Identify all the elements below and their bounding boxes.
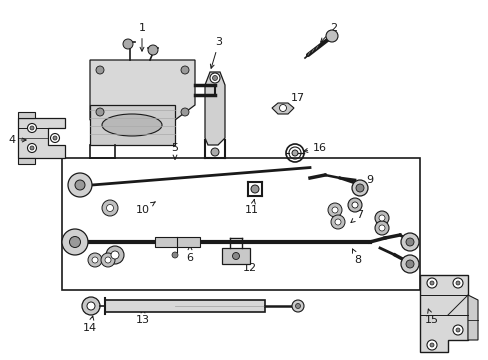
Text: 13: 13 xyxy=(136,309,150,325)
Text: 12: 12 xyxy=(236,258,257,273)
Text: 2: 2 xyxy=(320,23,337,42)
Bar xyxy=(62,158,419,290)
Polygon shape xyxy=(204,72,224,145)
Circle shape xyxy=(53,136,57,140)
Bar xyxy=(105,300,264,312)
Circle shape xyxy=(452,325,462,335)
Circle shape xyxy=(452,278,462,288)
Text: 7: 7 xyxy=(350,210,363,222)
Circle shape xyxy=(75,180,85,190)
Circle shape xyxy=(27,144,37,153)
Circle shape xyxy=(50,134,60,143)
Circle shape xyxy=(327,203,341,217)
Text: 8: 8 xyxy=(352,249,361,265)
Circle shape xyxy=(330,215,345,229)
Bar xyxy=(222,248,249,264)
Circle shape xyxy=(355,184,363,192)
Circle shape xyxy=(295,303,300,309)
Circle shape xyxy=(102,200,118,216)
Circle shape xyxy=(101,253,115,267)
Circle shape xyxy=(455,281,459,285)
Circle shape xyxy=(172,252,178,258)
Text: 11: 11 xyxy=(244,199,259,215)
Circle shape xyxy=(96,66,104,74)
Ellipse shape xyxy=(102,114,162,136)
Circle shape xyxy=(334,219,340,225)
Circle shape xyxy=(82,297,100,315)
Circle shape xyxy=(351,202,357,208)
Circle shape xyxy=(426,278,436,288)
Circle shape xyxy=(106,204,113,212)
Text: 5: 5 xyxy=(171,143,178,159)
Circle shape xyxy=(148,45,158,55)
Circle shape xyxy=(181,108,189,116)
Text: 4: 4 xyxy=(8,135,26,145)
Circle shape xyxy=(96,108,104,116)
Circle shape xyxy=(88,253,102,267)
Polygon shape xyxy=(271,103,293,114)
Circle shape xyxy=(325,30,337,42)
Circle shape xyxy=(62,229,88,255)
Circle shape xyxy=(291,300,304,312)
Circle shape xyxy=(374,221,388,235)
Polygon shape xyxy=(419,275,467,352)
Circle shape xyxy=(429,343,433,347)
Circle shape xyxy=(123,39,133,49)
Circle shape xyxy=(400,255,418,273)
Circle shape xyxy=(250,185,259,193)
Circle shape xyxy=(181,66,189,74)
Circle shape xyxy=(212,76,217,81)
Circle shape xyxy=(347,198,361,212)
Text: 9: 9 xyxy=(359,175,373,185)
Circle shape xyxy=(30,146,34,150)
Circle shape xyxy=(378,215,384,221)
Text: 17: 17 xyxy=(285,93,305,108)
Text: 14: 14 xyxy=(83,316,97,333)
Circle shape xyxy=(455,328,459,332)
Circle shape xyxy=(331,207,337,213)
Polygon shape xyxy=(90,60,195,120)
Text: 15: 15 xyxy=(424,309,438,325)
Circle shape xyxy=(27,123,37,132)
Polygon shape xyxy=(18,118,65,158)
Circle shape xyxy=(232,252,239,260)
Circle shape xyxy=(405,260,413,268)
Text: 10: 10 xyxy=(136,202,155,215)
Circle shape xyxy=(68,173,92,197)
Text: 6: 6 xyxy=(186,246,193,263)
Text: 1: 1 xyxy=(138,23,145,51)
Circle shape xyxy=(87,302,95,310)
Polygon shape xyxy=(90,105,175,145)
Circle shape xyxy=(279,104,286,112)
Circle shape xyxy=(69,237,81,248)
Circle shape xyxy=(374,211,388,225)
Polygon shape xyxy=(18,158,35,164)
Circle shape xyxy=(106,246,124,264)
Circle shape xyxy=(351,180,367,196)
Circle shape xyxy=(426,340,436,350)
Text: 16: 16 xyxy=(303,143,326,153)
Polygon shape xyxy=(18,112,35,118)
Circle shape xyxy=(30,126,34,130)
Text: 3: 3 xyxy=(210,37,222,68)
Circle shape xyxy=(210,148,219,156)
Circle shape xyxy=(105,257,111,263)
Circle shape xyxy=(111,251,119,259)
Circle shape xyxy=(378,225,384,231)
Circle shape xyxy=(400,233,418,251)
Circle shape xyxy=(429,281,433,285)
Circle shape xyxy=(209,73,220,83)
Circle shape xyxy=(291,150,297,156)
Bar xyxy=(155,237,200,247)
Polygon shape xyxy=(467,295,477,340)
Circle shape xyxy=(405,238,413,246)
Circle shape xyxy=(92,257,98,263)
